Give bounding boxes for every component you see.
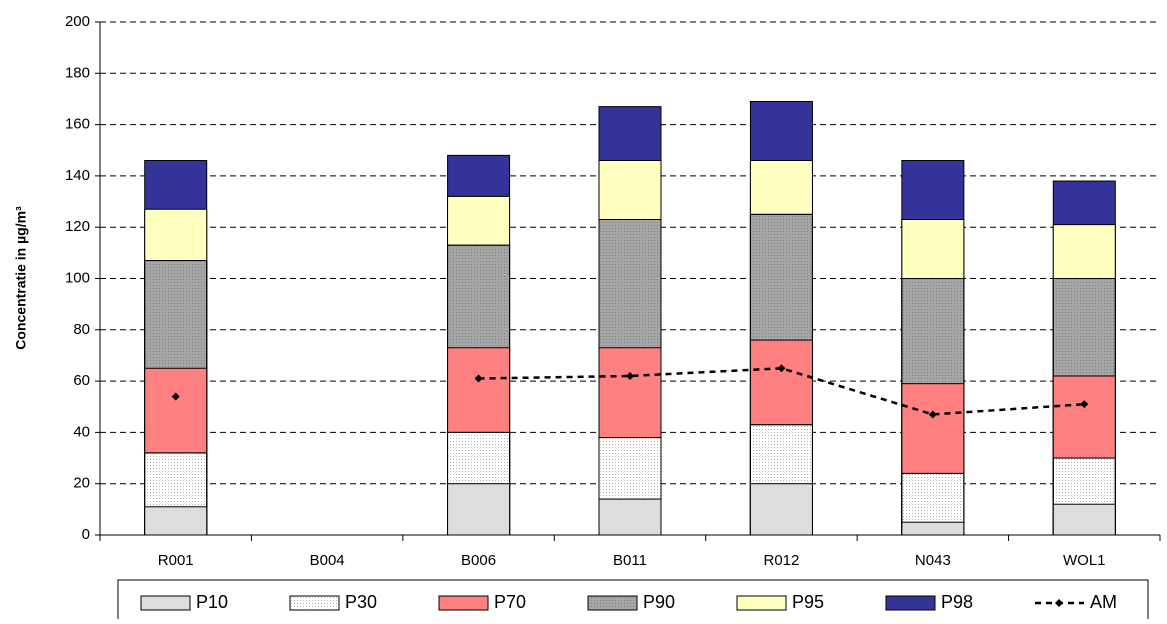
x-tick-label: B006: [461, 552, 496, 569]
bar: [749, 483, 813, 536]
bar: [144, 506, 208, 536]
marker: [1080, 400, 1089, 409]
x-tick-label: R001: [158, 552, 194, 569]
legend-label: P98: [941, 592, 973, 612]
legend-label: P30: [345, 592, 377, 612]
y-tick-label: 100: [65, 269, 90, 286]
bar: [901, 521, 965, 536]
legend-swatch: [140, 595, 191, 611]
y-tick-label: 20: [73, 475, 90, 492]
bar: [1052, 503, 1116, 536]
legend-label: P70: [494, 592, 526, 612]
x-tick-label: B004: [310, 552, 345, 569]
y-tick-label: 0: [82, 526, 90, 543]
x-tick-label: B011: [613, 552, 647, 569]
legend-label: P10: [196, 592, 228, 612]
marker: [474, 374, 483, 383]
x-tick-label: WOL1: [1063, 552, 1106, 569]
marker: [777, 364, 786, 373]
legend-swatch-texture: [290, 596, 339, 610]
y-tick-label: 140: [65, 167, 90, 184]
x-tick-label: N043: [915, 552, 951, 569]
y-tick-label: 60: [73, 372, 90, 389]
marker: [928, 410, 937, 419]
line: [478, 367, 1085, 416]
legend-marker: [1055, 599, 1063, 607]
legend-swatch: [885, 595, 936, 611]
legend-swatch: [438, 595, 489, 611]
y-tick-label: 40: [73, 423, 90, 440]
y-tick-label: 160: [65, 116, 90, 133]
bar: [447, 483, 511, 536]
legend-swatch-texture: [588, 596, 637, 610]
marker: [171, 392, 180, 401]
y-tick-label: 200: [65, 13, 90, 30]
marker: [626, 371, 634, 380]
legend-label: P95: [792, 592, 824, 612]
y-axis-title: Concentratie in µg/m³: [13, 206, 29, 350]
y-tick-label: 180: [65, 64, 90, 81]
x-tick-label: R012: [763, 552, 799, 569]
y-tick-label: 120: [65, 218, 90, 235]
y-tick-label: 80: [73, 321, 90, 338]
legend-label: P90: [643, 592, 675, 612]
legend-label: AM: [1090, 592, 1117, 612]
legend-swatch: [736, 595, 787, 611]
bar: [598, 498, 662, 536]
